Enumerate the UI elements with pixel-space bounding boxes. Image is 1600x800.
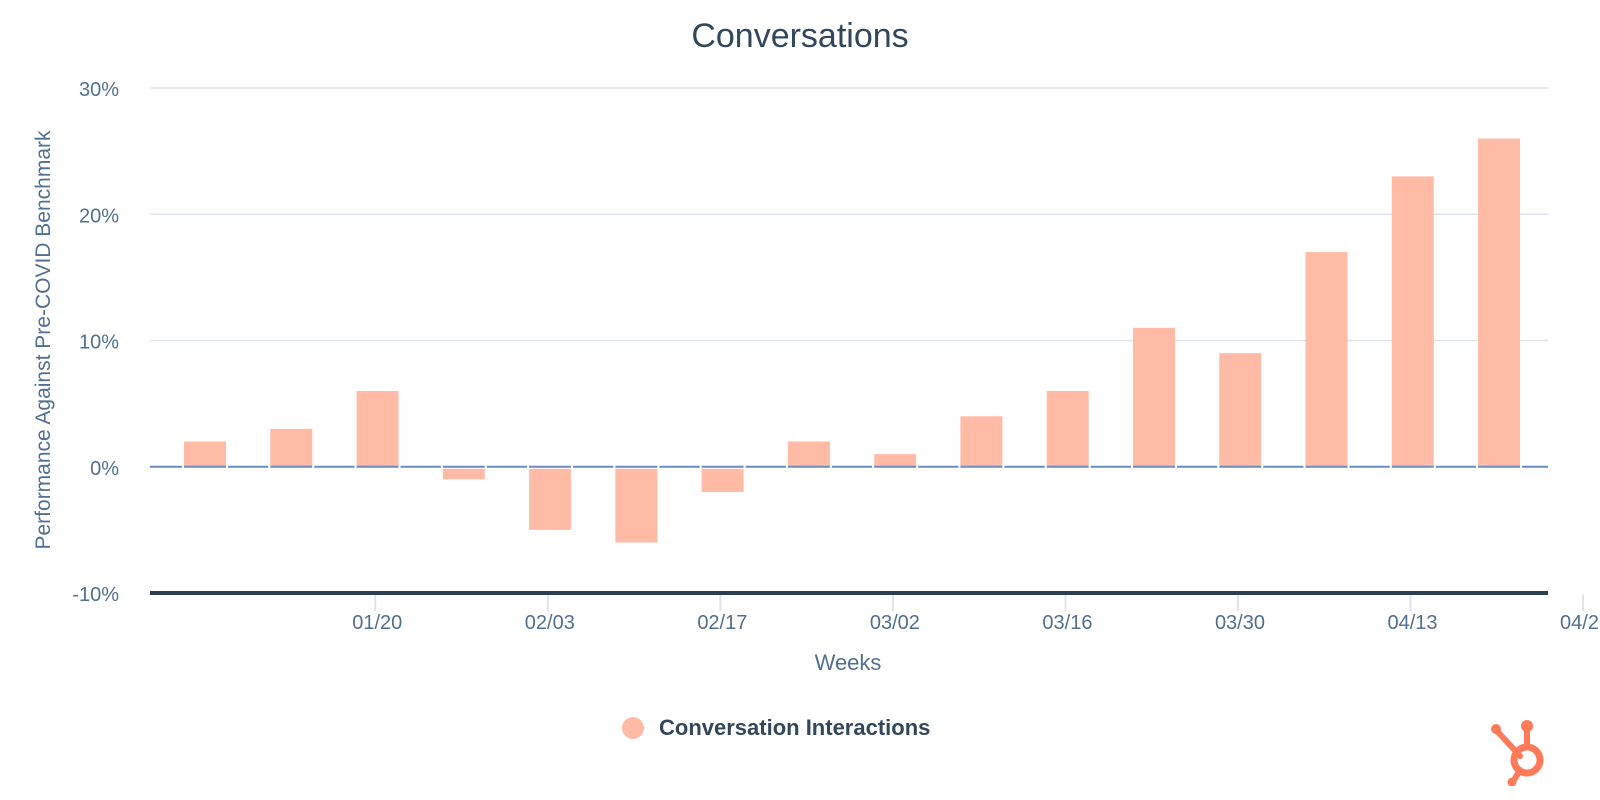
y-tick-label: 20%: [79, 205, 119, 227]
x-tick-label: 04/13: [1387, 612, 1437, 634]
bar-02-03[interactable]: [442, 468, 485, 480]
y-tick-label: 10%: [79, 332, 119, 354]
x-tick-label: 03/02: [870, 612, 920, 634]
legend[interactable]: Conversation Interactions: [622, 712, 930, 744]
legend-marker: [622, 717, 644, 739]
hubspot-sprocket-icon: [1491, 720, 1544, 786]
bar-03-09[interactable]: [874, 454, 917, 467]
bar-04-20[interactable]: [1391, 176, 1434, 467]
bar-02-24[interactable]: [701, 468, 744, 492]
bar-02-17[interactable]: [615, 468, 658, 543]
axes: 30% 20% 10% 0% -10% 01/20 02/03 02/17 03/02 03/16…: [72, 79, 1600, 634]
bar-01-27[interactable]: [356, 391, 399, 467]
bar-04-06[interactable]: [1219, 353, 1262, 467]
y-tick-label: 0%: [90, 458, 119, 480]
x-axis-title: Weeks: [815, 650, 882, 675]
bar-03-23[interactable]: [1046, 391, 1089, 467]
y-axis-title: Performance Against Pre-COVID Benchmark: [32, 130, 55, 549]
bar-01-13[interactable]: [184, 441, 226, 467]
bar-03-02[interactable]: [787, 441, 830, 467]
x-tick-label: 02/03: [525, 612, 575, 634]
y-tick-label: 30%: [79, 79, 119, 101]
x-tick-label: 03/16: [1042, 612, 1092, 634]
bar-02-10[interactable]: [529, 468, 572, 530]
bar-01-20[interactable]: [270, 428, 313, 467]
x-tick-label: 01/20: [352, 612, 402, 634]
bars: [184, 138, 1521, 543]
bar-04-13[interactable]: [1305, 252, 1348, 467]
y-tick-label: -10%: [72, 584, 119, 606]
bar-04-27[interactable]: [1478, 138, 1521, 467]
x-tick-label: 02/17: [697, 612, 747, 634]
bar-03-30[interactable]: [1132, 327, 1175, 467]
bar-03-16[interactable]: [960, 416, 1003, 467]
x-tick-label: 04/27: [1560, 612, 1600, 634]
legend-label: Conversation Interactions: [659, 715, 931, 740]
chart-title: Conversations: [691, 17, 908, 55]
x-tick-label: 03/30: [1215, 612, 1265, 634]
